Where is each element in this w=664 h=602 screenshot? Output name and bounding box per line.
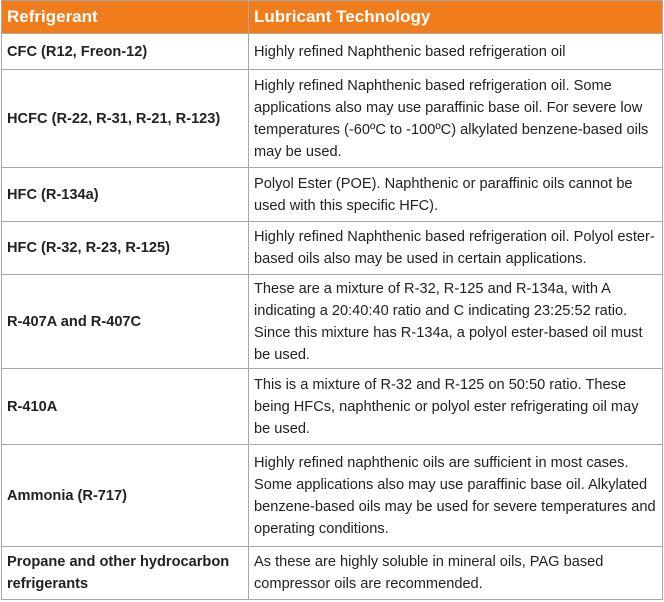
table-row: Ammonia (R-717) Highly refined naphthenic… bbox=[1, 444, 663, 547]
refrigerant-cell: CFC (R12, Freon-12) bbox=[1, 33, 249, 70]
header-row: Refrigerant Lubricant Technology bbox=[1, 0, 663, 34]
refrigerant-cell: Propane and other hydrocarbon refrigeran… bbox=[1, 546, 249, 600]
refrigerant-cell: Ammonia (R-717) bbox=[1, 444, 249, 547]
lubricant-cell: This is a mixture of R-32 and R-125 on 5… bbox=[248, 368, 663, 445]
table-row: R-410A This is a mixture of R-32 and R-12… bbox=[1, 368, 663, 445]
table-row: HFC (R-134a) Polyol Ester (POE). Naphthen… bbox=[1, 167, 663, 222]
refrigerant-cell: HFC (R-32, R-23, R-125) bbox=[1, 221, 249, 275]
lubricant-cell: Highly refined naphthenic oils are suffi… bbox=[248, 444, 663, 547]
table-row: Propane and other hydrocarbon refrigeran… bbox=[1, 546, 663, 600]
lubricant-cell: Highly refined Naphthenic based refriger… bbox=[248, 33, 663, 70]
lubricant-cell: Polyol Ester (POE). Naphthenic or paraff… bbox=[248, 167, 663, 222]
lubricant-cell: Highly refined Naphthenic based refriger… bbox=[248, 221, 663, 275]
lubricant-cell: Highly refined Naphthenic based refriger… bbox=[248, 69, 663, 168]
header-cell: Refrigerant bbox=[1, 0, 249, 34]
table-row: HFC (R-32, R-23, R-125) Highly refined Na… bbox=[1, 221, 663, 275]
refrigerant-cell: R-410A bbox=[1, 368, 249, 445]
refrigerant-cell: R-407A and R-407C bbox=[1, 274, 249, 369]
header-cell: Lubricant Technology bbox=[248, 0, 663, 34]
table-row: HCFC (R-22, R-31, R-21, R-123) Highly ref… bbox=[1, 69, 663, 168]
table-row: CFC (R12, Freon-12) Highly refined Naphth… bbox=[1, 33, 663, 70]
refrigerant-cell: HCFC (R-22, R-31, R-21, R-123) bbox=[1, 69, 249, 168]
refrigerant-cell: HFC (R-134a) bbox=[1, 167, 249, 222]
lubricant-cell: As these are highly soluble in mineral o… bbox=[248, 546, 663, 600]
table-row: R-407A and R-407C These are a mixture of … bbox=[1, 274, 663, 369]
lubricant-cell: These are a mixture of R-32, R-125 and R… bbox=[248, 274, 663, 369]
